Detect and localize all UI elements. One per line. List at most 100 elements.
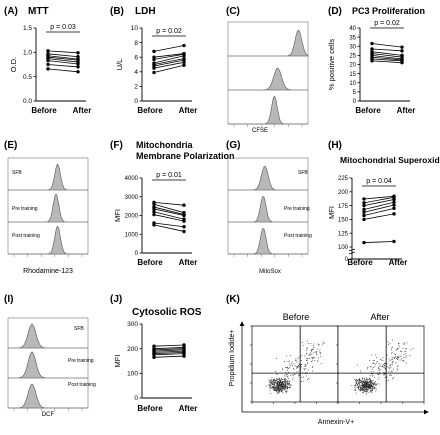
flow-event-dot — [303, 380, 305, 382]
flow-event-dot — [374, 384, 376, 386]
flow-event-dot — [366, 379, 368, 380]
flow-event-dot — [277, 381, 279, 383]
flow-event-dot — [289, 384, 291, 385]
flow-event-dot — [368, 381, 370, 382]
x-category-label: Before — [137, 258, 163, 267]
flow-xlabel: Annexin-V+ — [318, 419, 354, 426]
flow-event-dot — [393, 368, 394, 370]
y-tick-label: 225 — [338, 176, 349, 182]
flow-event-dot — [277, 386, 279, 388]
flow-event-dot — [392, 339, 393, 341]
series-line — [363, 195, 395, 200]
flow-event-dot — [281, 388, 283, 390]
flow-event-dot — [278, 389, 280, 391]
flow-event-dot — [272, 387, 274, 388]
y-tick-label: 0 — [135, 251, 139, 257]
flow-event-dot — [298, 365, 299, 367]
flow-ylabel: Propidium Iodide+ — [229, 330, 236, 387]
flow-event-dot — [371, 382, 373, 384]
flow-event-dot — [364, 391, 366, 393]
y-tick-label: 2 — [134, 84, 138, 91]
flow-event-dot — [362, 392, 363, 394]
flow-event-dot — [283, 383, 284, 384]
y-tick-label: 150 — [338, 218, 349, 224]
flow-event-dot — [367, 383, 368, 384]
flow-event-dot — [313, 343, 315, 345]
flow-event-dot — [275, 371, 276, 372]
flow-event-dot — [355, 384, 357, 386]
y-tick-label: 20 — [349, 63, 356, 69]
data-point-before — [362, 197, 366, 201]
flow-event-dot — [382, 359, 384, 361]
flow-event-dot — [306, 348, 307, 349]
flow-event-dot — [290, 375, 292, 376]
data-point-before — [362, 240, 366, 245]
flow-event-dot — [372, 387, 374, 389]
flow-event-dot — [365, 385, 366, 386]
series-line — [47, 68, 79, 73]
flow-event-dot — [311, 359, 313, 361]
flow-event-dot — [322, 343, 323, 345]
x-category-label: Before — [355, 106, 381, 115]
flow-event-dot — [311, 361, 312, 362]
flow-event-dot — [268, 381, 270, 382]
flow-event-dot — [390, 367, 392, 369]
series-line — [153, 53, 185, 58]
flow-event-dot — [275, 382, 277, 384]
flow-event-dot — [271, 387, 273, 389]
flow-event-dot — [397, 359, 398, 360]
flow-event-dot — [312, 352, 314, 354]
flow-event-dot — [282, 384, 283, 386]
flow-event-dot — [283, 385, 284, 387]
flow-event-dot — [391, 370, 392, 372]
flow-event-dot — [281, 383, 283, 385]
flow-event-dot — [279, 381, 281, 383]
flow-event-dot — [273, 387, 275, 389]
data-point-after — [182, 225, 186, 229]
flow-event-dot — [385, 367, 386, 369]
flow-event-dot — [365, 392, 367, 394]
flow-event-dot — [391, 362, 393, 363]
flow-event-dot — [315, 352, 317, 353]
flow-event-dot — [286, 391, 287, 392]
flow-event-dot — [306, 360, 307, 361]
flow-event-dot — [362, 383, 364, 385]
series-line — [47, 56, 79, 61]
flow-event-dot — [363, 380, 364, 382]
flow-event-dot — [392, 346, 394, 348]
series-line — [371, 48, 403, 52]
series-line — [153, 211, 185, 220]
flow-event-dot — [287, 376, 288, 378]
series-line — [371, 54, 403, 60]
flow-event-dot — [364, 386, 366, 388]
flow-event-dot — [369, 385, 371, 387]
flow-event-dot — [391, 352, 393, 353]
y-tick-label: 100 — [127, 371, 138, 378]
flow-event-dot — [279, 382, 281, 383]
series-line — [371, 43, 403, 48]
flow-event-dot — [295, 365, 297, 367]
y-tick-label: 30 — [349, 44, 356, 50]
data-point-after — [76, 62, 80, 66]
histogram-peak — [8, 383, 88, 409]
flow-event-dot — [322, 341, 324, 343]
flow-event-dot — [270, 385, 272, 386]
flow-event-dot — [363, 380, 365, 382]
hist-xlabel-dcf: DCF — [42, 412, 55, 418]
flow-event-dot — [402, 347, 404, 349]
flow-event-dot — [355, 381, 357, 383]
flow-event-dot — [365, 382, 367, 384]
flow-event-dot — [282, 386, 284, 388]
flow-event-dot — [289, 380, 290, 382]
panel-label-k: (K) — [226, 294, 240, 305]
flow-event-dot — [357, 383, 358, 385]
series-line — [153, 206, 185, 215]
flow-event-dot — [287, 386, 288, 388]
flow-event-dot — [373, 383, 375, 384]
flow-event-dot — [273, 380, 274, 382]
flow-event-dot — [280, 388, 282, 389]
data-point-before — [362, 203, 366, 208]
y-tick-label: 0 — [134, 395, 138, 402]
x-category-label: After — [397, 106, 416, 115]
flow-event-dot — [271, 384, 273, 385]
